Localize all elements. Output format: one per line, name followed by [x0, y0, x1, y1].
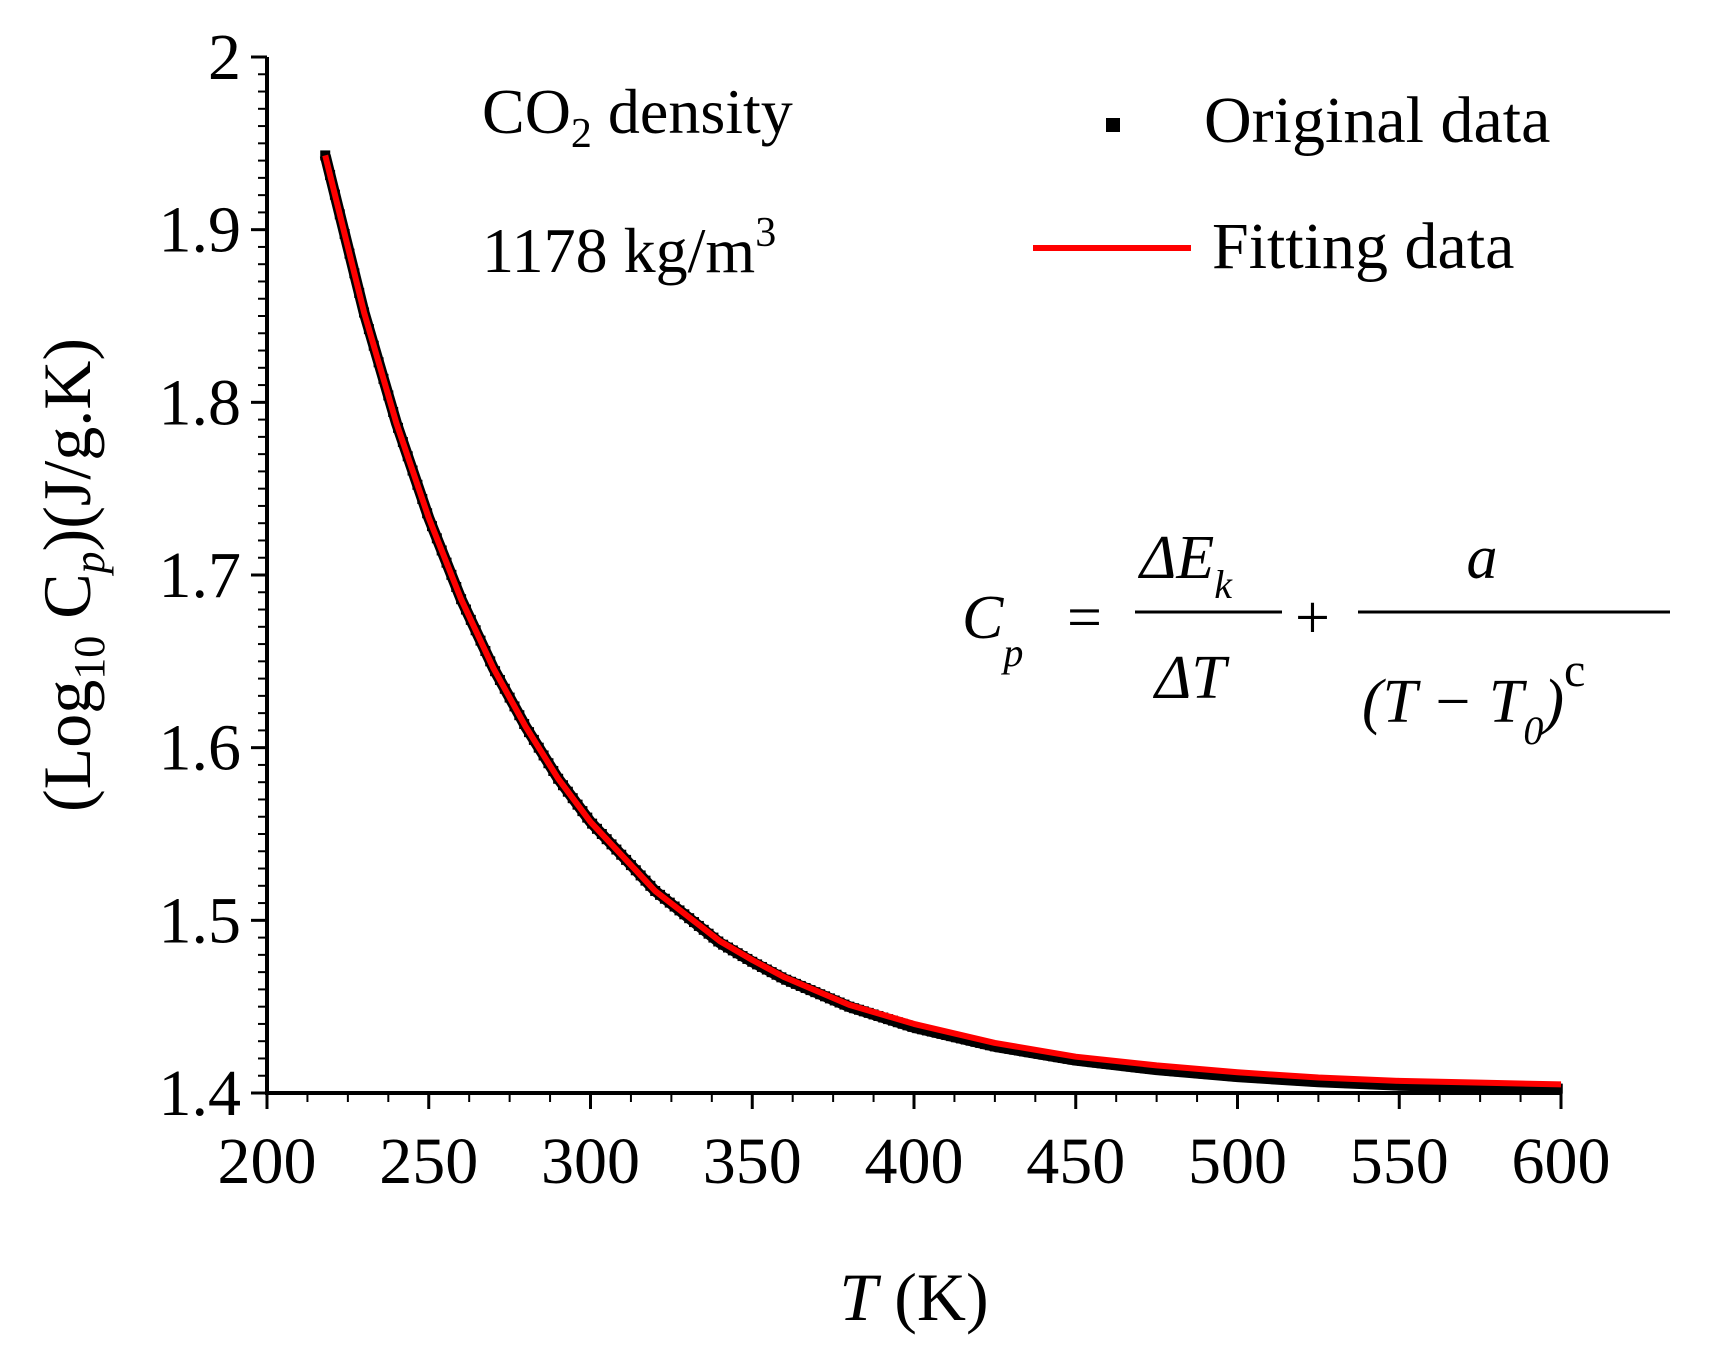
y-tick-label: 1.5	[159, 884, 242, 957]
eq-lhs: Cp	[962, 584, 1023, 675]
x-tick-label: 200	[218, 1125, 317, 1198]
x-tick-label: 600	[1512, 1125, 1611, 1198]
eq-frac2-den: (T − T0)c	[1362, 644, 1585, 753]
eq-equals: =	[1067, 584, 1102, 652]
eq-frac2-num: a	[1467, 524, 1498, 592]
y-tick-label: 1.4	[159, 1057, 242, 1130]
fitting-data-line	[322, 154, 1562, 1088]
x-tick-label: 500	[1188, 1125, 1287, 1198]
eq-frac1-num: ΔEk	[1137, 524, 1233, 607]
original-data-line	[319, 154, 1562, 1095]
x-tick-label: 300	[541, 1125, 640, 1198]
legend-label-fitting: Fitting data	[1212, 210, 1514, 283]
y-tick-label: 1.8	[159, 366, 242, 439]
x-axis-title: T (K)	[839, 1259, 988, 1335]
y-tick-label: 2	[208, 21, 241, 94]
equation: Cp = ΔEk ΔT + a (T − T0)c	[962, 524, 1670, 753]
density-value: 1178 kg/m3	[482, 210, 776, 286]
y-tick-label: 1.6	[159, 712, 242, 785]
x-tick-label: 550	[1350, 1125, 1449, 1198]
y-tick-label: 1.7	[159, 539, 242, 612]
y-tick-label: 1.9	[159, 194, 242, 267]
legend: Original data Fitting data	[1033, 84, 1550, 283]
eq-plus: +	[1295, 584, 1330, 652]
ticks	[251, 55, 1563, 1109]
x-tick-label: 350	[703, 1125, 802, 1198]
x-tick-label: 400	[865, 1125, 964, 1198]
series-original-data	[319, 150, 1563, 1095]
x-tick-label: 250	[379, 1125, 478, 1198]
series-fitting-data	[322, 154, 1562, 1088]
eq-frac1-den: ΔT	[1152, 644, 1230, 712]
density-label: CO2 density	[482, 76, 793, 157]
y-axis-title: (Log10 Cp)(J/g.K)	[29, 338, 114, 812]
original-data-point	[1552, 1083, 1563, 1094]
tick-labels: 200 250 300 350 400 450 500 550 600 1.4 1.5 1.6 1.7 1…	[159, 21, 1611, 1198]
legend-marker-original	[1106, 118, 1120, 132]
x-tick-label: 450	[1026, 1125, 1125, 1198]
legend-label-original: Original data	[1204, 84, 1550, 157]
